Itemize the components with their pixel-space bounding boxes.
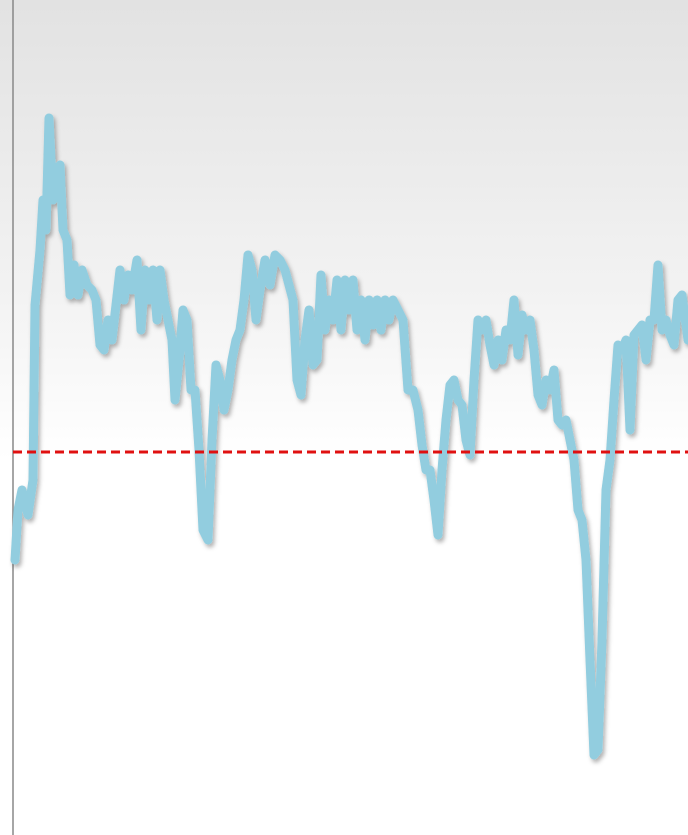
data-line (10, 113, 688, 760)
